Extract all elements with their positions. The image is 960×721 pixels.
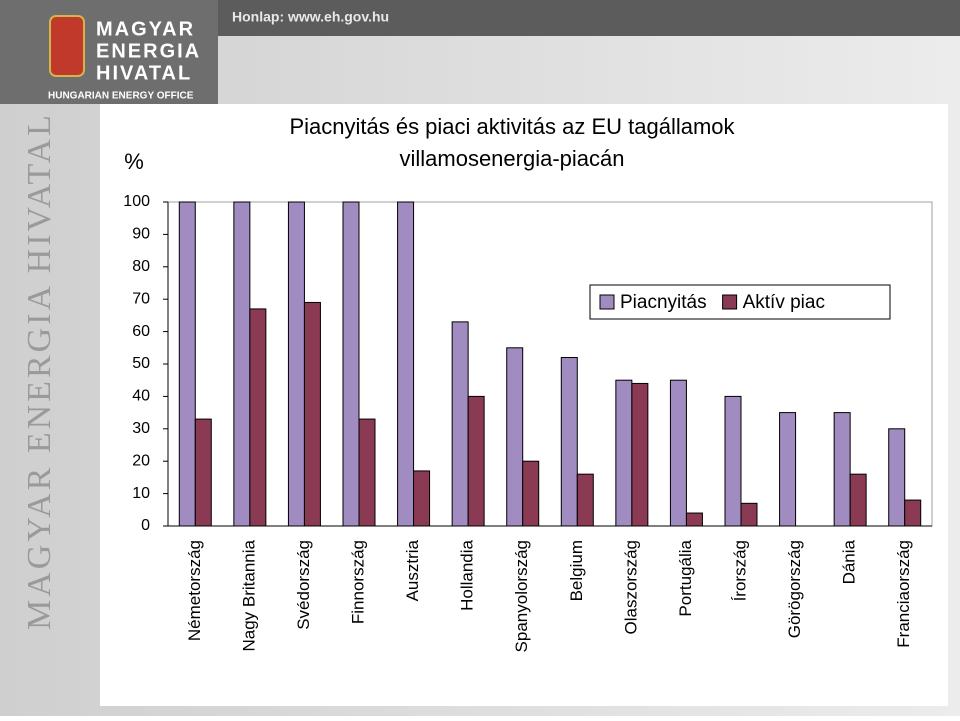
bar (724, 395, 742, 527)
legend-swatch (599, 294, 615, 310)
bar (397, 201, 415, 527)
bar (888, 428, 906, 527)
bar (669, 379, 687, 527)
y-tick-label: 40 (132, 388, 150, 405)
logo-crest (49, 15, 85, 77)
chart-title: Piacnyitás és piaci aktivitás az EU tagá… (289, 114, 735, 139)
y-tick-label: 60 (132, 323, 150, 340)
bar (342, 201, 360, 527)
bar (522, 460, 540, 527)
bar (904, 499, 922, 527)
x-tick-label: Franciaország (894, 540, 913, 648)
bar (685, 512, 703, 527)
x-tick-label: Görögország (785, 540, 804, 638)
bar (287, 201, 305, 527)
legend-box (589, 284, 891, 320)
logo-subtitle: HUNGARIAN ENERGY OFFICE (48, 91, 194, 102)
legend-swatch (722, 294, 738, 310)
x-tick-label: Finnország (348, 540, 367, 624)
bar (576, 473, 594, 527)
legend-label: Aktív piac (743, 292, 825, 313)
y-tick-label: 100 (123, 193, 150, 210)
bar (413, 470, 431, 527)
x-tick-label: Ausztria (403, 539, 422, 601)
logo-line: HIVATAL (96, 62, 192, 84)
y-tick-label: 70 (132, 290, 150, 307)
bar (233, 201, 251, 527)
bar (249, 308, 267, 527)
side-text: MAGYAR ENERGIA HIVATAL (21, 112, 58, 630)
y-tick-label: 50 (132, 355, 150, 372)
y-tick-label: 10 (132, 485, 150, 502)
bar (303, 301, 321, 527)
bar (779, 412, 797, 527)
bar (358, 418, 376, 527)
y-axis-label: % (124, 149, 144, 174)
y-tick-label: 0 (141, 517, 150, 534)
bar (194, 418, 212, 527)
logo-line: MAGYAR (96, 18, 195, 40)
bar (451, 321, 469, 527)
x-tick-label: Olaszország (621, 540, 640, 634)
y-tick-label: 20 (132, 452, 150, 469)
logo-line: ENERGIA (96, 40, 201, 62)
bar (560, 357, 578, 527)
x-tick-label: Nagy Britannia (239, 539, 258, 651)
x-tick-label: Spanyolország (512, 540, 531, 652)
bar (740, 502, 758, 527)
bar (833, 412, 851, 527)
x-tick-label: Portugália (676, 539, 695, 616)
bar (615, 379, 633, 527)
y-tick-label: 80 (132, 258, 150, 275)
bar (506, 347, 524, 527)
legend-label: Piacnyitás (620, 292, 707, 313)
x-tick-label: Svédország (294, 540, 313, 630)
site-url: Honlap: www.eh.gov.hu (232, 9, 389, 25)
y-tick-label: 90 (132, 226, 150, 243)
x-tick-label: Belgium (567, 540, 586, 601)
bar (178, 201, 196, 527)
bar (467, 395, 485, 527)
x-tick-label: Németország (185, 540, 204, 641)
bar (631, 382, 649, 527)
bar (849, 473, 867, 527)
x-tick-label: Hollandia (458, 539, 477, 610)
x-tick-label: Dánia (840, 539, 859, 584)
logo-panel (0, 0, 218, 104)
top-bar (218, 0, 960, 36)
x-tick-label: Írország (730, 540, 749, 601)
y-tick-label: 30 (132, 420, 150, 437)
chart-title: villamosenergia-piacán (399, 146, 624, 171)
